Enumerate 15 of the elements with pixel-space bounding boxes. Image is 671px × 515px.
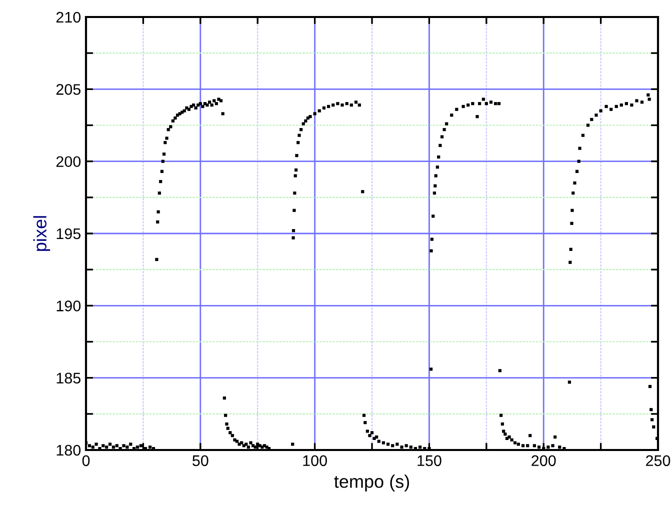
y-tick-label: 200 [56, 156, 81, 168]
y-tick-label: 210 [56, 12, 81, 23]
x-tick-label: 100 [303, 455, 327, 466]
x-tick-label: 150 [418, 455, 442, 466]
y-tick-label: 180 [56, 444, 81, 456]
x-axis-title: tempo (s) [334, 474, 410, 492]
y-tick-label: 190 [56, 300, 81, 312]
y-tick-label: 205 [56, 84, 80, 95]
y-tick-label: 185 [56, 372, 80, 384]
y-tick-label: 195 [56, 228, 80, 240]
x-tick-label: 50 [192, 455, 208, 466]
x-tick-label: 0 [82, 455, 90, 466]
x-tick-label: 200 [532, 455, 556, 466]
x-tick-label: 250 [646, 455, 670, 466]
y-axis-title: pixel [33, 216, 50, 251]
